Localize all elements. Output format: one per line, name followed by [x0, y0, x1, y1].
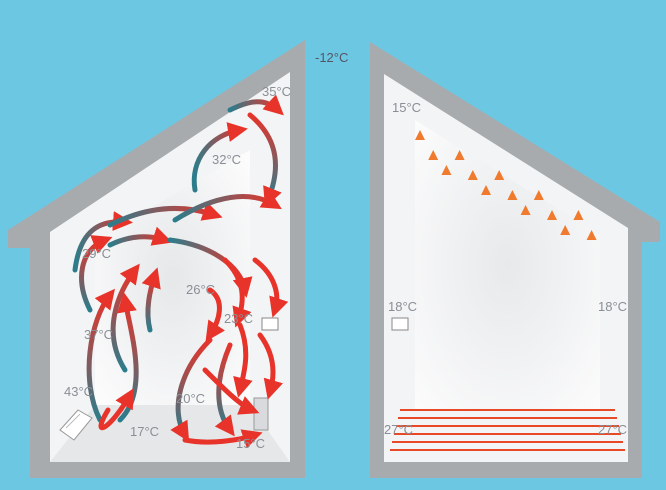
convection-arrow: [252, 257, 289, 318]
convection-arrow: [227, 94, 284, 116]
temp-label: 17°C: [130, 424, 159, 439]
heat-columns: [415, 130, 597, 450]
temp-label: 43°C: [64, 384, 93, 399]
heat-column-arrowhead: [573, 210, 584, 220]
radiator-left: [59, 409, 93, 441]
temp-label: 18°C: [598, 299, 627, 314]
temp-label: 37°C: [84, 327, 113, 342]
radiator-right: [253, 397, 269, 431]
right-house: 15°C 18°C 18°C 27°C 27°C: [370, 42, 660, 478]
convection-arrow: [141, 267, 161, 333]
convection-arrow: [182, 429, 263, 449]
heat-column-arrowhead: [428, 150, 439, 160]
left-house: 35°C 32°C 29°C 26°C 23°C 37°C 43°C 20°C …: [8, 40, 305, 478]
heat-column-arrowhead: [415, 130, 425, 140]
heat-column-arrowhead: [547, 210, 557, 220]
outside-temp-label: -12°C: [315, 50, 348, 65]
heat-column-arrowhead: [494, 170, 505, 180]
heat-column-arrowhead: [481, 185, 491, 195]
heat-column-arrowhead: [467, 170, 478, 180]
thermostat-left-house: [261, 317, 279, 331]
convection-arrow: [170, 337, 213, 442]
temp-label: 15°C: [236, 436, 265, 451]
convection-arrow: [98, 388, 134, 431]
convection-arrow: [202, 367, 260, 415]
heat-column-arrowhead: [441, 165, 452, 175]
convection-arrow: [247, 112, 282, 208]
heat-column-arrowhead: [533, 190, 544, 200]
heat-column-arrowhead: [586, 230, 597, 240]
convection-arrow: [257, 332, 283, 400]
convection-arrow: [110, 263, 140, 373]
heat-column-arrowhead: [520, 205, 531, 215]
thermostat-right-house: [391, 317, 409, 331]
temp-label: 35°C: [262, 84, 291, 99]
temp-label: 27°C: [598, 422, 627, 437]
convection-arrow: [167, 237, 253, 298]
convection-arrow: [79, 235, 113, 313]
temp-label: 27°C: [384, 422, 413, 437]
temp-label: 23°C: [224, 311, 253, 326]
heat-column-arrowhead: [507, 190, 518, 200]
convection-arrow: [107, 226, 173, 248]
heat-column-arrowhead: [560, 225, 571, 235]
convection-arrow: [86, 288, 115, 423]
convection-arrow: [214, 342, 235, 437]
temp-label: 15°C: [392, 100, 421, 115]
temp-label: 29°C: [82, 246, 111, 261]
convection-arrow: [107, 201, 223, 228]
temp-label: 32°C: [212, 152, 241, 167]
heat-column-arrowhead: [454, 150, 465, 160]
convection-arrow: [222, 257, 252, 328]
convection-arrows: [72, 94, 289, 449]
temp-label: 18°C: [388, 299, 417, 314]
convection-arrow: [191, 122, 248, 193]
convection-arrow: [233, 322, 253, 398]
temp-label: 26°C: [186, 282, 215, 297]
convection-arrow: [205, 287, 225, 342]
temp-label: 20°C: [176, 391, 205, 406]
